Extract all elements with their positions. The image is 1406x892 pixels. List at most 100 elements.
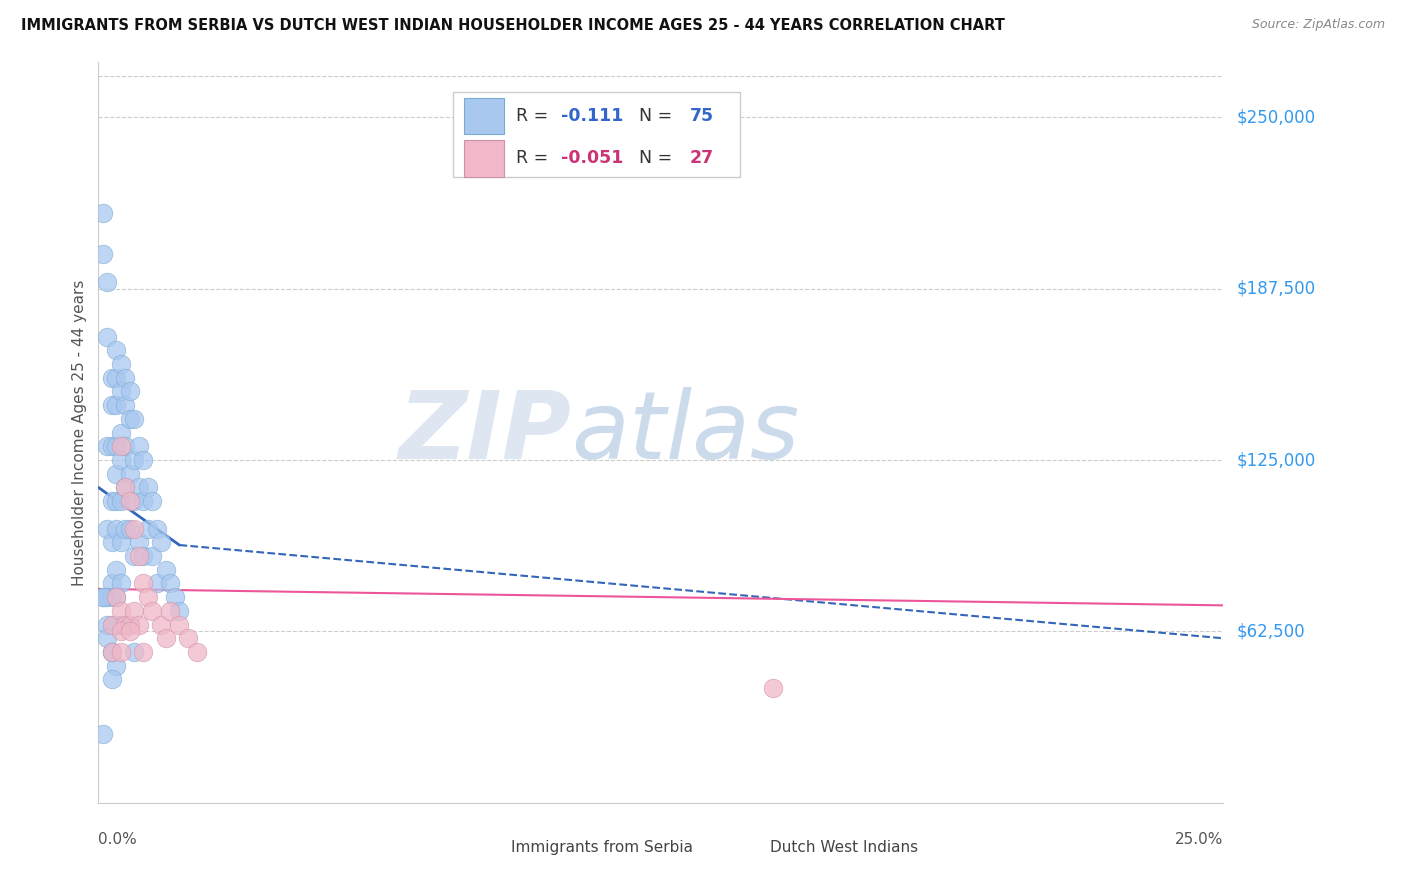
Point [110, 384, 132, 399]
Point [118, 467, 141, 481]
Text: $62,500: $62,500 [1237, 623, 1306, 640]
Point [114, 522, 136, 536]
Point [101, 645, 124, 659]
Point [155, 563, 177, 577]
Point [146, 522, 169, 536]
Text: Dutch West Indians: Dutch West Indians [770, 839, 918, 855]
Point [132, 549, 155, 563]
Point [101, 617, 124, 632]
Point [105, 371, 128, 385]
Point [110, 439, 132, 453]
Point [110, 617, 132, 632]
Text: N =: N = [628, 107, 678, 125]
Point [114, 617, 136, 632]
Point [136, 522, 159, 536]
Point [105, 398, 128, 412]
Point [128, 617, 150, 632]
Y-axis label: Householder Income Ages 25 - 44 years: Householder Income Ages 25 - 44 years [72, 279, 87, 586]
Point [91, 206, 114, 220]
Point [169, 604, 191, 618]
Point [110, 494, 132, 508]
Point [118, 522, 141, 536]
Text: 25.0%: 25.0% [1175, 832, 1223, 847]
Point [136, 590, 159, 604]
Text: IMMIGRANTS FROM SERBIA VS DUTCH WEST INDIAN HOUSEHOLDER INCOME AGES 25 - 44 YEAR: IMMIGRANTS FROM SERBIA VS DUTCH WEST IND… [21, 18, 1005, 33]
Point [96, 439, 118, 453]
Point [132, 494, 155, 508]
Point [124, 453, 146, 467]
Point [110, 576, 132, 591]
Text: R =: R = [516, 150, 554, 168]
FancyBboxPatch shape [464, 140, 505, 177]
Text: N =: N = [628, 150, 678, 168]
Point [150, 617, 173, 632]
Point [118, 412, 141, 426]
Text: $125,000: $125,000 [1237, 451, 1316, 469]
Point [132, 453, 155, 467]
Point [101, 535, 124, 549]
Text: $250,000: $250,000 [1237, 108, 1316, 127]
Point [105, 343, 128, 358]
Point [128, 439, 150, 453]
FancyBboxPatch shape [472, 836, 502, 859]
Text: -0.051: -0.051 [561, 150, 623, 168]
Point [105, 563, 128, 577]
Point [114, 480, 136, 494]
Point [96, 522, 118, 536]
Point [141, 549, 163, 563]
Point [96, 590, 118, 604]
Point [101, 576, 124, 591]
Point [169, 617, 191, 632]
Point [110, 645, 132, 659]
Point [91, 247, 114, 261]
Text: 0.0%: 0.0% [98, 832, 138, 847]
Point [101, 590, 124, 604]
Point [159, 576, 181, 591]
Point [177, 632, 200, 646]
Point [101, 673, 124, 687]
Point [101, 398, 124, 412]
Point [101, 617, 124, 632]
Point [150, 535, 173, 549]
Point [118, 617, 141, 632]
Point [132, 645, 155, 659]
Point [101, 439, 124, 453]
Point [110, 453, 132, 467]
Point [186, 645, 208, 659]
Point [101, 645, 124, 659]
Point [141, 604, 163, 618]
Point [105, 467, 128, 481]
Point [96, 617, 118, 632]
Point [141, 494, 163, 508]
Point [105, 658, 128, 673]
Point [114, 371, 136, 385]
Point [118, 617, 141, 632]
FancyBboxPatch shape [453, 92, 740, 178]
Point [91, 727, 114, 741]
Point [118, 384, 141, 399]
Point [124, 604, 146, 618]
Point [114, 398, 136, 412]
Text: R =: R = [516, 107, 554, 125]
Point [110, 535, 132, 549]
Point [91, 590, 114, 604]
Point [118, 624, 141, 639]
Point [105, 494, 128, 508]
Point [124, 645, 146, 659]
Point [101, 371, 124, 385]
Point [96, 275, 118, 289]
Point [128, 549, 150, 563]
Point [124, 522, 146, 536]
Point [128, 535, 150, 549]
Text: Immigrants from Serbia: Immigrants from Serbia [512, 839, 693, 855]
Point [114, 480, 136, 494]
Point [105, 617, 128, 632]
Point [96, 632, 118, 646]
Point [762, 681, 785, 695]
Text: 75: 75 [690, 107, 714, 125]
Point [110, 357, 132, 371]
Point [124, 549, 146, 563]
Point [163, 590, 186, 604]
Text: atlas: atlas [571, 387, 799, 478]
Point [114, 617, 136, 632]
